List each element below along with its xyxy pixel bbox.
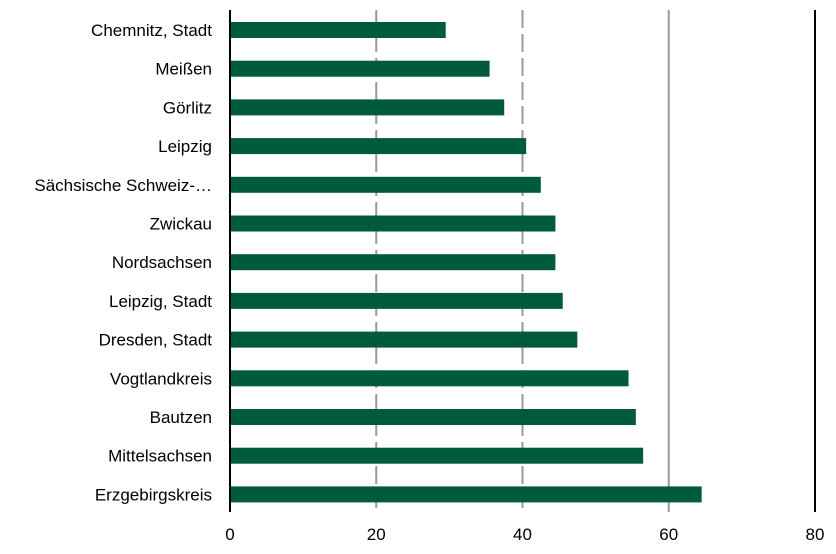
category-label: Leipzig, Stadt xyxy=(109,292,212,311)
bar xyxy=(230,331,578,348)
x-tick-labels: 0 20 40 60 80 xyxy=(225,525,824,544)
category-label: Chemnitz, Stadt xyxy=(91,21,212,40)
bar xyxy=(230,409,636,425)
x-tick-label: 40 xyxy=(513,525,532,544)
bar xyxy=(230,215,556,232)
x-tick-label: 0 xyxy=(225,525,234,544)
category-label: Zwickau xyxy=(150,215,212,234)
category-label: Sächsische Schweiz-… xyxy=(34,176,212,195)
category-label: Leipzig xyxy=(158,137,212,156)
bar xyxy=(230,370,629,387)
category-label: Meißen xyxy=(155,60,212,79)
x-tick-label: 60 xyxy=(659,525,678,544)
bar xyxy=(230,22,446,38)
bar xyxy=(230,60,490,77)
bar xyxy=(230,138,527,155)
category-label: Vogtlandkreis xyxy=(110,369,212,388)
bar xyxy=(230,254,556,271)
bar xyxy=(230,292,563,309)
bar xyxy=(230,176,541,193)
axes xyxy=(229,10,816,512)
bar xyxy=(230,447,644,464)
category-labels: Chemnitz, Stadt Meißen Görlitz Leipzig Sächs… xyxy=(34,21,212,504)
bar xyxy=(230,99,505,116)
category-label: Erzgebirgskreis xyxy=(95,485,212,504)
bars xyxy=(230,22,702,503)
category-label: Bautzen xyxy=(150,408,212,427)
category-label: Mittelsachsen xyxy=(108,447,212,466)
category-label: Nordsachsen xyxy=(112,253,212,272)
x-tick-label: 20 xyxy=(367,525,386,544)
category-label: Görlitz xyxy=(163,98,212,117)
x-tick-label: 80 xyxy=(806,525,825,544)
bar xyxy=(230,486,702,503)
category-label: Dresden, Stadt xyxy=(99,331,213,350)
